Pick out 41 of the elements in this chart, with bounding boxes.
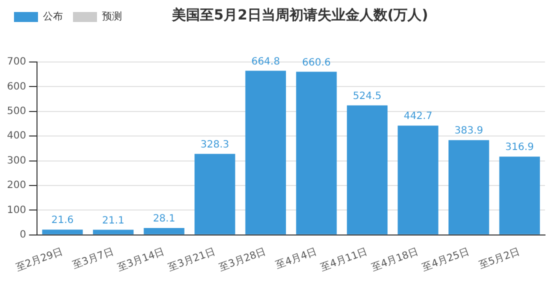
x-tick-label: 至3月21日	[166, 246, 217, 274]
bar	[144, 228, 184, 234]
chart-title: 美国至5月2日当周初请失业金人数(万人)	[170, 6, 428, 24]
data-label: 328.3	[200, 139, 230, 150]
data-label: 21.6	[51, 215, 74, 226]
legend-label: 公布	[43, 10, 63, 23]
x-tick-label: 至4月11日	[319, 246, 370, 274]
data-label: 28.1	[152, 214, 176, 225]
bar	[296, 72, 337, 234]
y-tick-label: 500	[6, 106, 26, 118]
bar	[499, 156, 540, 234]
bar	[448, 140, 490, 234]
x-tick-label: 至4月25日	[420, 246, 471, 274]
y-tick-label: 0	[20, 230, 26, 241]
y-tick-label: 600	[6, 81, 26, 92]
data-label: 383.9	[454, 126, 484, 137]
x-tick-label: 至4月18日	[370, 246, 420, 274]
y-tick-label: 200	[6, 180, 26, 192]
x-tick-label: 至4月4日	[274, 246, 318, 272]
data-label: 21.1	[102, 215, 124, 226]
bar	[346, 105, 388, 234]
y-tick-label: 100	[6, 204, 26, 216]
bar	[398, 126, 438, 234]
legend-label: 预测	[102, 10, 122, 23]
x-tick-label: 至3月7日	[71, 246, 116, 272]
bar	[92, 230, 134, 234]
y-tick-label: 400	[6, 130, 26, 142]
data-label: 316.9	[505, 142, 534, 154]
data-label: 664.8	[251, 56, 280, 68]
data-label: 524.5	[352, 90, 382, 102]
data-label: 660.6	[302, 57, 331, 68]
data-label: 442.7	[404, 111, 432, 122]
bar	[194, 154, 236, 234]
x-tick-label: 至3月14日	[116, 246, 166, 274]
y-tick-label: 700	[6, 56, 26, 68]
bar	[245, 70, 286, 234]
x-tick-label: 至3月28日	[218, 246, 268, 274]
x-tick-label: 至5月2日	[478, 246, 522, 272]
bar	[42, 230, 83, 234]
x-tick-label: 至2月29日	[14, 246, 64, 274]
y-tick-label: 300	[6, 155, 26, 166]
